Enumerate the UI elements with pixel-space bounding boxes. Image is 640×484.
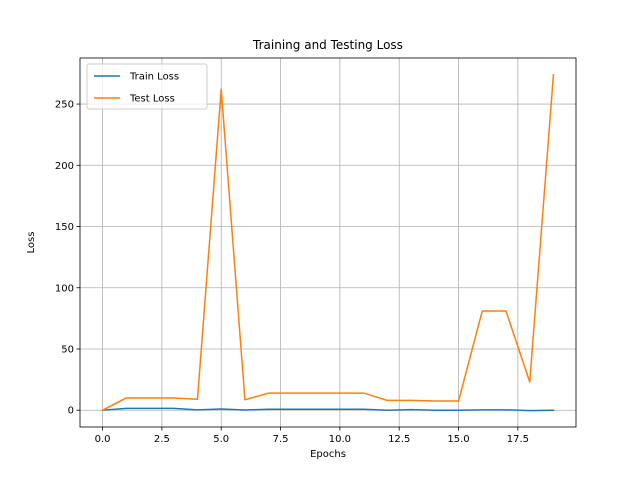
x-tick-label: 17.5	[507, 434, 529, 445]
y-tick-label: 150	[55, 222, 74, 233]
y-tick-label: 50	[61, 344, 74, 355]
chart-title: Training and Testing Loss	[252, 38, 403, 52]
series-line-test-loss	[101, 73, 555, 412]
x-tick-label: 0.0	[95, 434, 111, 445]
legend-label-test-loss: Test Loss	[129, 94, 175, 105]
grid	[80, 58, 576, 427]
y-tick-label: 100	[55, 283, 74, 294]
y-tick-label: 250	[55, 100, 74, 111]
x-tick-label: 10.0	[329, 434, 351, 445]
legend: Train Loss Test Loss	[86, 63, 208, 110]
y-axis-label: Loss	[26, 232, 37, 254]
x-tick-label: 2.5	[154, 434, 170, 445]
series-line-train-loss	[101, 407, 555, 412]
y-tick-label: 0	[68, 406, 74, 417]
x-tick-label: 7.5	[273, 434, 289, 445]
x-tick-label: 5.0	[213, 434, 229, 445]
series-layer	[101, 73, 555, 412]
x-tick-label: 12.5	[388, 434, 410, 445]
x-tick-label: 15.0	[447, 434, 469, 445]
ticks: 0.0 2.5 5.0 7.5 10.0 12.5 15.0 17.5 0 50 100 150 200…	[55, 100, 529, 445]
plot-frame	[79, 57, 577, 428]
x-axis-label: Epochs	[310, 449, 346, 460]
legend-label-train-loss: Train Loss	[129, 72, 179, 83]
y-tick-label: 200	[55, 161, 74, 172]
